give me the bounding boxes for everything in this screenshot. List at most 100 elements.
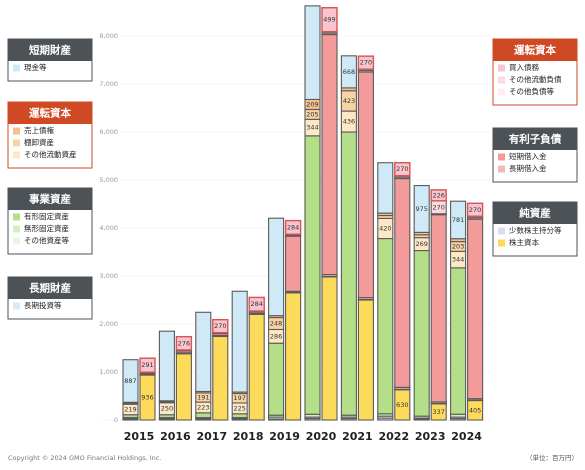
bar-segment (377, 162, 394, 214)
value-label: 203 (452, 242, 464, 250)
bar-segment (268, 342, 285, 416)
value-label: 668 (343, 68, 355, 76)
bar-segment (340, 131, 357, 416)
bar-segment (212, 318, 229, 334)
legend-header (8, 188, 92, 210)
value-label: 344 (452, 256, 464, 264)
x-tick-label: 2020 (306, 430, 337, 443)
legend-header (8, 277, 92, 299)
value-label: 420 (379, 224, 391, 232)
value-label: 270 (214, 322, 226, 330)
legend-group-title: 事業資産 (29, 193, 71, 206)
legend-swatch (13, 151, 20, 159)
value-label: 291 (141, 361, 153, 369)
bar-segment (450, 200, 467, 240)
legend-swatch (13, 139, 20, 147)
legend-group-title: 短期財産 (29, 44, 71, 57)
legend-label: その他資産等 (24, 235, 69, 245)
value-label: 225 (233, 404, 245, 412)
legend-label: 売上債権 (24, 125, 54, 135)
bar-segment (394, 178, 411, 388)
value-label: 337 (432, 408, 444, 416)
copyright: Copyright © 2024 GMO Financial Holdings,… (8, 454, 161, 462)
bar-segment (122, 359, 139, 403)
value-label: 250 (161, 405, 173, 413)
value-label: 284 (250, 300, 262, 308)
x-tick-label: 2015 (124, 430, 155, 443)
value-label: 191 (197, 394, 209, 402)
bar-segment (321, 34, 338, 276)
value-label: 936 (141, 394, 153, 402)
value-label: 270 (396, 165, 408, 173)
bar-segment (139, 357, 156, 373)
bar-segment (212, 335, 229, 421)
value-label: 781 (452, 216, 464, 224)
bar-segment (450, 267, 467, 415)
bar-segment (377, 238, 394, 415)
bar-segment (195, 311, 212, 393)
value-label: 887 (124, 377, 136, 385)
value-label: 423 (343, 97, 355, 105)
x-tick-label: 2023 (415, 430, 446, 443)
legend-label: その他流動負債 (509, 74, 562, 84)
x-tick-label: 2021 (342, 430, 373, 443)
x-tick-label: 2019 (269, 430, 300, 443)
legend-header (8, 102, 92, 124)
bar-segment (284, 219, 302, 235)
bar-segment (340, 55, 357, 89)
value-label: 284 (287, 223, 299, 231)
value-label: 248 (270, 320, 282, 328)
bar-segment (248, 296, 265, 312)
legend-swatch (498, 64, 505, 72)
bar-segment (158, 330, 175, 402)
legend-swatch (13, 64, 20, 72)
legend-label: 有形固定資産 (24, 211, 69, 221)
legend-swatch (498, 239, 505, 247)
value-label: 286 (270, 332, 282, 340)
bar-segment (394, 162, 411, 177)
value-label: 197 (233, 394, 245, 402)
legend-label: 長期借入金 (509, 163, 547, 173)
bar-segment (231, 290, 248, 393)
value-label: 975 (415, 205, 427, 213)
legend-swatch (13, 225, 20, 233)
value-label: 270 (469, 206, 481, 214)
legend-label: 無形固定資産 (24, 223, 69, 233)
bar-segment (285, 292, 302, 421)
bar-segment (321, 7, 338, 33)
legend-swatch (13, 237, 20, 245)
bar-segment (430, 214, 447, 403)
legend-label: 現金等 (24, 62, 47, 72)
bar-segment (413, 250, 430, 417)
legend-label: 長期投資等 (24, 300, 62, 310)
bar-segment (321, 276, 338, 421)
bar-segment (357, 55, 375, 70)
legend-swatch (498, 76, 505, 84)
legend-label: 株主資本 (509, 237, 539, 247)
x-tick-label: 2016 (160, 430, 191, 443)
value-label: 405 (469, 406, 481, 414)
bar-segment (248, 313, 265, 421)
legend-group-title: 運転資本 (29, 107, 71, 120)
value-label: 219 (124, 405, 136, 413)
value-label: 209 (306, 100, 318, 108)
bar-segment (413, 185, 430, 233)
legend-group-title: 長期財産 (29, 282, 71, 295)
legend-group-title: 運転資本 (514, 44, 556, 57)
legend-label: 棚卸資産 (24, 137, 54, 147)
legend-swatch (498, 165, 505, 173)
legend-header (8, 39, 92, 61)
legend-header (493, 128, 577, 150)
legend-swatch (498, 227, 505, 235)
legend-label: 短期借入金 (509, 151, 547, 161)
value-label: 499 (323, 16, 335, 24)
x-tick-label: 2022 (378, 430, 409, 443)
bar-segment (175, 335, 193, 351)
value-label: 436 (343, 118, 355, 126)
legend-header (493, 202, 577, 224)
value-label: 630 (396, 401, 408, 409)
legend-swatch (498, 153, 505, 161)
legend-label: 少数株主持分等 (509, 225, 562, 235)
legend-swatch (13, 213, 20, 221)
